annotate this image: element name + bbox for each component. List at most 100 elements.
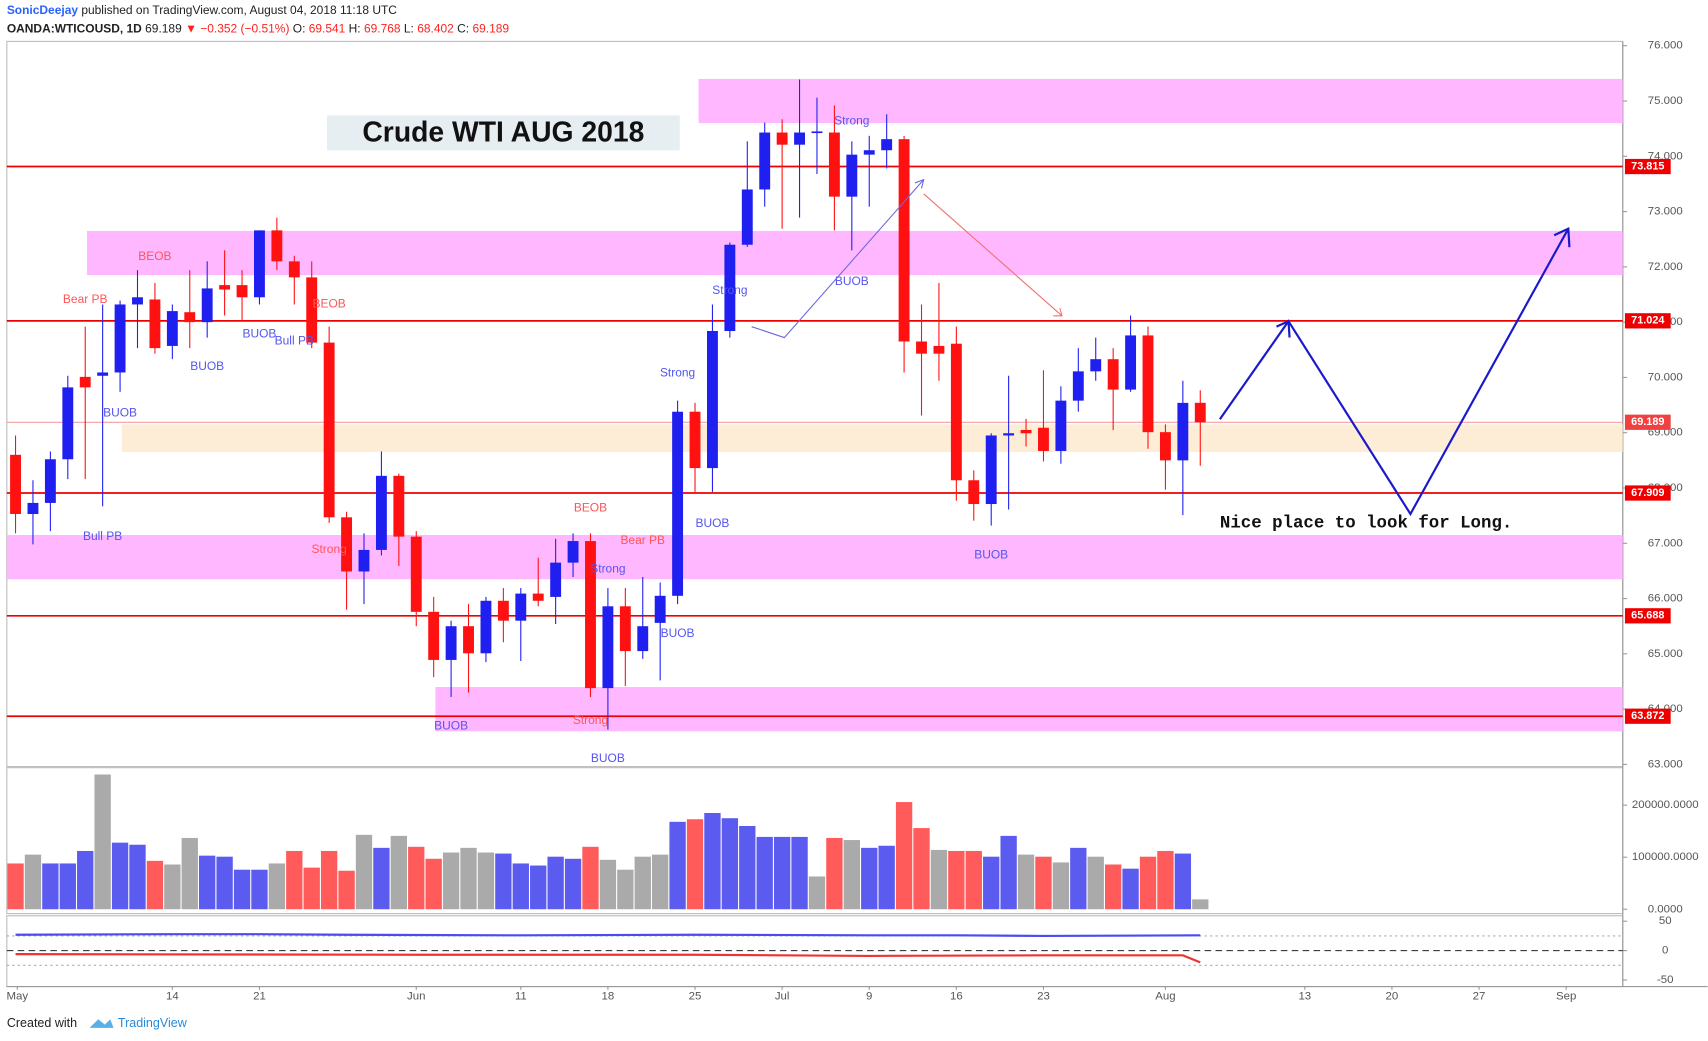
quote-value: 69.189 [145, 22, 182, 36]
volume-bar [338, 870, 355, 910]
signal-label: Bull PB [275, 334, 314, 348]
candle-body [881, 139, 893, 151]
volume-bar [599, 859, 617, 910]
x-tick-label: 9 [866, 990, 872, 1002]
volume-bar [704, 812, 721, 910]
volume-bar [756, 836, 773, 910]
volume-bar [617, 869, 634, 910]
y-tick-label: 200000.0000 [1632, 799, 1699, 811]
published: published on TradingView.com, August 04,… [81, 3, 397, 17]
candle-body [114, 304, 126, 373]
volume-bar [1192, 899, 1209, 910]
zone [6, 534, 1623, 580]
candle-body [828, 132, 840, 197]
volume-bar [878, 845, 895, 910]
volume-bar [1017, 854, 1035, 910]
signal-label: BUOB [835, 274, 869, 288]
quote-value: 69.541 [309, 22, 346, 36]
candle-body [184, 312, 196, 323]
level-tag [1624, 608, 1671, 624]
x-tick-label: 23 [1037, 990, 1050, 1002]
signal-label: Strong [312, 542, 347, 556]
candle-body [323, 342, 335, 518]
candle-body [985, 435, 997, 505]
signal-label: BEOB [138, 249, 171, 263]
candle-body [1125, 335, 1137, 390]
volume-bar [408, 846, 425, 910]
candle-body [463, 626, 474, 654]
candle-body [1020, 429, 1032, 434]
arrow-head [1053, 308, 1063, 317]
y-tick-label: 0 [1662, 945, 1668, 957]
candle-body [341, 517, 353, 572]
volume-bar [965, 850, 982, 910]
volume-bar [791, 836, 808, 910]
background [6, 40, 1708, 988]
volume-bar [861, 847, 878, 910]
zone [435, 687, 1623, 732]
level-label: 67.909 [1631, 487, 1664, 499]
candle-body [306, 277, 318, 343]
volume-bar [721, 818, 739, 910]
volume-bar [895, 802, 913, 910]
candle-body [79, 376, 91, 388]
candle-body [637, 626, 649, 652]
volume-bar [320, 850, 338, 910]
signal-label: Strong [834, 114, 869, 128]
x-tick-label: Jun [407, 990, 425, 1002]
volume-bar [808, 876, 826, 910]
title-box [326, 115, 680, 151]
volume-bar [669, 821, 686, 910]
signal-label: BUOB [242, 326, 276, 340]
volume-bar [1000, 835, 1017, 910]
candle-body [1003, 433, 1015, 436]
x-tick-label: Jul [775, 990, 790, 1002]
y-tick-label: 70.000 [1648, 371, 1683, 383]
y-tick-label: 76.000 [1648, 40, 1683, 52]
candle-body [97, 372, 109, 376]
symbol: OANDA:WTICOUSD, 1D [7, 22, 142, 36]
y-tick-label: 74.000 [1648, 150, 1683, 162]
candle-body [550, 562, 562, 597]
projection-arrow [1218, 228, 1570, 517]
candle-body [271, 230, 283, 262]
chart-title: Crude WTI AUG 2018 [362, 115, 644, 147]
y-tick-label: 0.0000 [1648, 903, 1683, 915]
y-tick-label: 73.000 [1648, 206, 1683, 218]
footer-text: Created with [7, 1016, 77, 1030]
signal-label: BUOB [661, 626, 695, 640]
volume-bar [94, 774, 111, 910]
x-tick-label: 14 [166, 990, 179, 1002]
candle-body [1194, 402, 1206, 423]
thin-arrow [751, 179, 925, 339]
candle-body [759, 132, 771, 190]
candle-body [950, 343, 962, 481]
candle-body [428, 611, 440, 660]
volume-bar [425, 858, 442, 910]
y-tick-label: 100000.0000 [1632, 851, 1699, 863]
quote-value: C: [457, 22, 469, 36]
candle-body [254, 230, 265, 298]
candle-body [741, 189, 753, 245]
volume-bar [1157, 850, 1174, 910]
x-tick-label: 16 [950, 990, 963, 1002]
volume-bar [826, 837, 843, 910]
candle-body [619, 606, 631, 652]
level-tag [1624, 708, 1671, 724]
y-tick-label: 63.000 [1648, 758, 1683, 770]
candle-body [811, 131, 823, 134]
y-tick-label: 75.000 [1648, 95, 1683, 107]
volume-bar [1052, 862, 1070, 910]
y-tick-label: -50 [1657, 974, 1674, 986]
volume-bar [1122, 868, 1139, 910]
volume-bar [181, 837, 198, 910]
candle-body [375, 475, 387, 550]
volume-bar [1070, 847, 1087, 910]
volume-bar [477, 852, 495, 910]
candle-body [166, 311, 178, 346]
y-tick-label: 67.000 [1648, 537, 1683, 549]
level-label: 65.688 [1631, 610, 1664, 622]
volume-bar [77, 850, 94, 910]
candle-body [219, 285, 231, 290]
candle-body [1090, 359, 1102, 372]
